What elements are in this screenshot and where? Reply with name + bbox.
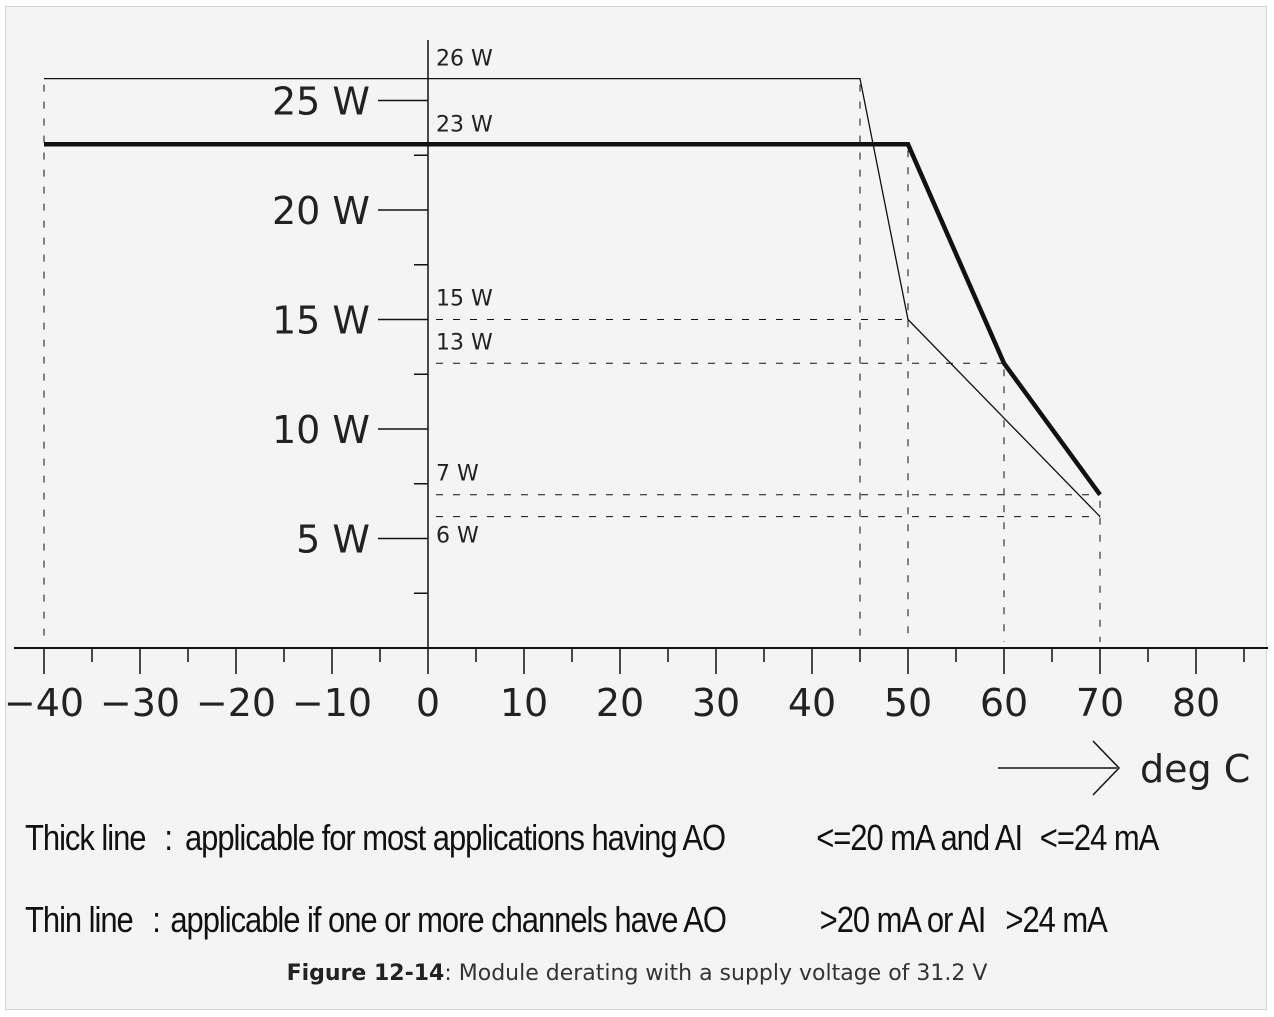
legend-thick-colon: : xyxy=(164,817,173,858)
x-tick-label: −10 xyxy=(292,681,372,725)
x-tick-label: 80 xyxy=(1172,681,1220,725)
x-tick-label: 10 xyxy=(500,681,548,725)
point-label: 26 W xyxy=(436,47,493,72)
x-axis-label: deg C xyxy=(1140,747,1250,791)
legend-thick-cond2: <=24 mA xyxy=(1039,817,1159,858)
legend-thin-cond2: >24 mA xyxy=(1005,899,1107,940)
thick-derating-line xyxy=(44,142,1102,497)
x-tick-label: 70 xyxy=(1076,681,1124,725)
x-tick-label: 30 xyxy=(692,681,740,725)
x-tick-label: −40 xyxy=(4,681,84,725)
y-tick-label: 5 W xyxy=(296,518,370,562)
figure-frame xyxy=(5,6,1267,1010)
legend-thin-colon: : xyxy=(152,899,161,940)
x-tick-label: 50 xyxy=(884,681,932,725)
y-tick-label: 15 W xyxy=(272,299,370,343)
y-tick-label: 10 W xyxy=(272,408,370,452)
x-tick-label: 20 xyxy=(596,681,644,725)
x-arrow-head xyxy=(1092,740,1121,796)
thin-derating-line xyxy=(44,77,1101,518)
point-label: 7 W xyxy=(436,462,479,487)
legend-thick-cond1: <=20 mA and AI xyxy=(816,817,1023,858)
point-label: 13 W xyxy=(436,330,493,355)
x-tick-label: −30 xyxy=(100,681,180,725)
caption-label: Figure 12-14 xyxy=(286,961,445,986)
point-label: 6 W xyxy=(436,524,479,549)
x-tick-label: 0 xyxy=(416,681,440,725)
x-tick-label: 40 xyxy=(788,681,836,725)
legend-thick-name: Thick line xyxy=(25,817,146,858)
legend-thin-desc: applicable if one or more channels have … xyxy=(170,899,727,940)
figure-caption: Figure 12-14: Module derating with a sup… xyxy=(0,961,1274,986)
y-tick-label: 25 W xyxy=(272,80,370,124)
point-label: 15 W xyxy=(436,287,493,312)
x-tick-label: 60 xyxy=(980,681,1028,725)
legend-thin-name: Thin line xyxy=(25,899,134,940)
derating-chart: −40 −30 −20 −10 0 10 20 30 40 50 60 70 80 5 W 10 W 15 W… xyxy=(4,40,1268,796)
point-label: 23 W xyxy=(436,112,493,137)
legend-thin-cond1: >20 mA or AI xyxy=(819,899,987,940)
y-tick-label: 20 W xyxy=(272,189,370,233)
caption-text: : Module derating with a supply voltage … xyxy=(444,961,988,986)
x-tick-label: −20 xyxy=(196,681,276,725)
legend-thick-desc: applicable for most applications having … xyxy=(184,817,726,858)
